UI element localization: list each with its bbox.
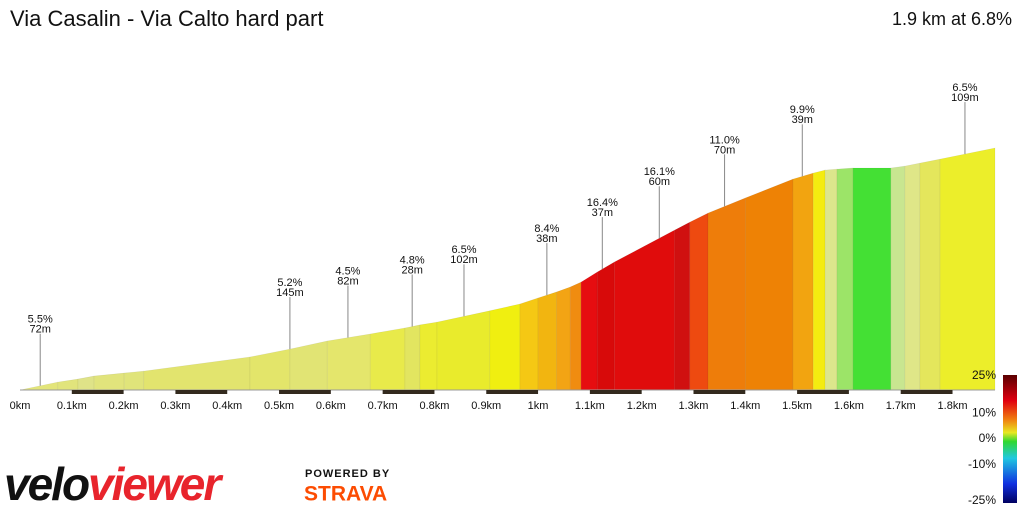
annotation-length: 28m	[401, 264, 422, 276]
x-tick-label: 0.5km	[264, 400, 294, 412]
profile-segment	[123, 370, 145, 391]
x-tick-label: 1.1km	[575, 400, 605, 412]
x-tick-label: 1.5km	[782, 400, 812, 412]
annotation-gradient: 5.2%	[277, 277, 302, 289]
annotation-gradient: 5.5%	[28, 314, 53, 326]
profile-segment	[537, 291, 558, 391]
profile-segment	[919, 158, 941, 391]
colorbar-label: -10%	[968, 457, 996, 471]
profile-segment	[489, 303, 521, 391]
x-tick-label: 0.7km	[368, 400, 398, 412]
annotation-gradient: 6.5%	[451, 244, 476, 256]
annotation-gradient: 8.4%	[534, 223, 559, 235]
chart-title: Via Casalin - Via Calto hard part	[10, 6, 323, 31]
scale-bar	[693, 390, 746, 394]
x-tick-label: 1km	[528, 400, 549, 412]
x-tick-label: 0.9km	[471, 400, 501, 412]
x-tick-label: 1.7km	[886, 400, 916, 412]
profile-segment	[326, 333, 371, 391]
annotation-gradient: 6.5%	[952, 82, 977, 94]
annotation-length: 37m	[592, 207, 613, 219]
profile-segment	[674, 221, 691, 391]
logo-velo: velo	[4, 458, 89, 510]
annotation-length: 39m	[792, 114, 813, 126]
annotation-gradient: 16.4%	[587, 197, 618, 209]
profile-segment	[744, 178, 794, 391]
profile-segment	[404, 324, 421, 391]
annotation-length: 82m	[337, 276, 358, 288]
x-tick-label: 0.6km	[316, 400, 346, 412]
profile-segment	[707, 197, 746, 391]
profile-segment	[569, 281, 582, 391]
annotation-length: 72m	[30, 324, 51, 336]
strava-logo: STRAVA	[304, 483, 387, 506]
profile-segment	[77, 375, 95, 391]
profile-segment	[890, 165, 906, 391]
x-tick-label: 0.8km	[419, 400, 449, 412]
annotation-gradient: 9.9%	[790, 104, 815, 116]
profile-segment	[904, 162, 921, 391]
annotation-length: 38m	[536, 233, 557, 245]
profile-segment	[812, 169, 826, 391]
profile-segment	[596, 261, 615, 391]
summary: 1.9 km at 6.8%	[892, 9, 1012, 29]
colorbar	[1003, 375, 1017, 503]
colorbar-label: 0%	[979, 431, 997, 445]
profile-segment	[939, 147, 996, 391]
profile-segment	[419, 321, 438, 391]
x-tick-label: 0.2km	[109, 400, 139, 412]
colorbar-label: 10%	[972, 406, 996, 420]
x-tick-label: 1.6km	[834, 400, 864, 412]
profile-segment	[792, 172, 814, 391]
profile-segment	[19, 381, 59, 391]
scale-bar	[486, 390, 539, 394]
powered-by: POWERED BY	[305, 468, 390, 480]
profile-segment	[369, 327, 406, 391]
x-tick-label: 0.4km	[212, 400, 242, 412]
scale-bar	[900, 390, 953, 394]
annotation-gradient: 16.1%	[644, 166, 675, 178]
profile-segment	[852, 167, 892, 391]
logo-viewer: viewer	[88, 458, 223, 510]
scale-bar	[175, 390, 228, 394]
profile-segment	[613, 229, 676, 391]
profile-segment	[689, 212, 709, 391]
logo: veloviewer	[4, 458, 223, 510]
annotation-length: 102m	[450, 254, 478, 266]
x-tick-label: 0km	[10, 400, 31, 412]
x-tick-label: 1.2km	[627, 400, 657, 412]
scale-bar	[279, 390, 331, 394]
profile-segment	[143, 356, 251, 391]
colorbar-label: -25%	[968, 493, 996, 507]
x-tick-label: 1.8km	[938, 400, 968, 412]
scale-bar	[589, 390, 642, 394]
profile-segment	[824, 168, 838, 391]
x-tick-label: 0.3km	[160, 400, 190, 412]
x-tick-label: 0.1km	[57, 400, 87, 412]
scale-bar	[382, 390, 435, 394]
x-tick-label: 1.4km	[730, 400, 760, 412]
profile-segment	[519, 297, 539, 391]
annotation-length: 145m	[276, 287, 304, 299]
annotation-length: 60m	[649, 176, 670, 188]
annotation-length: 70m	[714, 144, 735, 156]
profile-segment	[289, 340, 328, 391]
profile-segment	[93, 372, 125, 391]
profile-segment	[580, 271, 598, 391]
profile-segment	[57, 378, 79, 391]
profile-segment	[556, 286, 571, 391]
profile-segment	[249, 348, 291, 391]
scale-bar	[71, 390, 124, 394]
profile-segment	[836, 167, 854, 391]
x-tick-label: 1.3km	[679, 400, 709, 412]
annotation-length: 109m	[951, 92, 979, 104]
scale-bar	[797, 390, 849, 394]
annotation-gradient: 4.5%	[335, 266, 360, 278]
profile-segment	[436, 310, 491, 391]
annotation-gradient: 4.8%	[400, 254, 425, 266]
colorbar-label: 25%	[972, 368, 996, 382]
annotation-gradient: 11.0%	[709, 134, 740, 146]
